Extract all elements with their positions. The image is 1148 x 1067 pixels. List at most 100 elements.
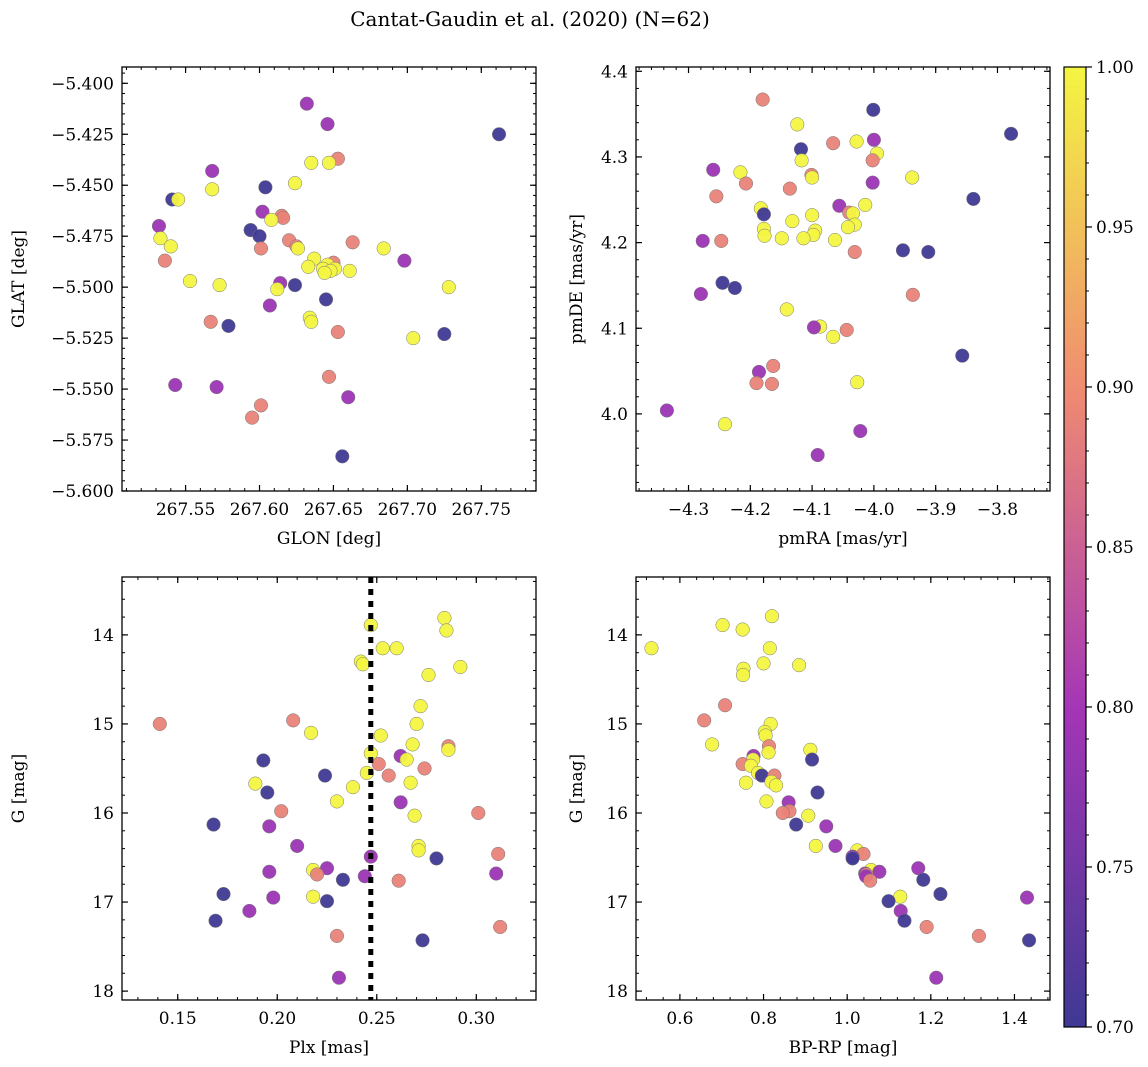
y-tick-label: 4.1 [601, 319, 628, 339]
scatter-point [411, 843, 426, 858]
scatter-point [357, 869, 372, 884]
colorbar: 0.70 0.75 0.80 0.85 0.90 0.95 1.00 [1063, 58, 1134, 1038]
y-tick-label: 17 [606, 893, 628, 913]
colorbar-tick-label: 0.85 [1096, 538, 1134, 558]
y-tick-label: 4.0 [601, 405, 628, 425]
scatter-point [866, 102, 881, 117]
axes-frame [121, 66, 537, 492]
scatter-point [759, 794, 774, 809]
scatter-point [1022, 933, 1037, 948]
scatter-point [695, 233, 710, 248]
scatter-point [287, 176, 303, 191]
scatter-point [794, 153, 809, 168]
axes-frame [121, 576, 537, 1001]
scatter-point [151, 218, 167, 234]
y-tick-label: −5.425 [51, 125, 114, 145]
scatter-point [847, 244, 862, 260]
scatter-point [757, 228, 772, 243]
scatter-point [260, 785, 275, 800]
scatter-point [163, 239, 178, 254]
scatter-point [205, 182, 220, 197]
scatter-point [417, 761, 432, 776]
scatter-point [266, 890, 281, 905]
scatter-point [341, 390, 356, 405]
scatter-point [895, 243, 910, 258]
scatter-point [320, 117, 335, 132]
scatter-point [276, 210, 291, 225]
y-tick-label: 18 [606, 982, 628, 1002]
scatter-point [491, 846, 506, 862]
scatter-point [738, 176, 754, 191]
x-tick-label: 267.65 [304, 500, 363, 520]
x-tick-label: 1.2 [917, 1009, 944, 1029]
scatter-point [933, 886, 948, 902]
scatter-point [644, 641, 659, 656]
scatter-point [441, 742, 456, 757]
x-axis-label: BP-RP [mag] [789, 1038, 898, 1058]
scatter-point [762, 641, 777, 656]
x-tick-label: −4.3 [668, 500, 709, 520]
scatter-point [205, 163, 220, 179]
scatter-point [406, 331, 421, 346]
scatter-point [471, 805, 486, 821]
scatter-point [756, 656, 771, 671]
scatter-point [203, 314, 218, 329]
scatter-point [242, 903, 257, 918]
x-tick-label: 0.30 [457, 1009, 495, 1029]
scatter-point [407, 808, 422, 823]
scatter-point [335, 872, 350, 887]
scatter-point [299, 96, 314, 111]
scatter-point [253, 398, 269, 413]
x-tick-label: 267.55 [156, 500, 215, 520]
y-tick-label: 14 [92, 626, 114, 646]
scatter-panel-bprp-g: 0.6 0.8 1.0 1.2 1.4 14 15 16 17 18 BP-RP [mag] G [m… [567, 576, 1051, 1058]
scatter-point [319, 894, 335, 909]
scatter-point [248, 776, 263, 791]
scatter-point [819, 819, 834, 834]
scatter-point [437, 610, 452, 626]
scatter-point [391, 873, 406, 888]
scatter-point [439, 623, 454, 638]
scatter-point [376, 241, 391, 256]
scatter-point [766, 358, 781, 373]
scatter-point [287, 278, 303, 293]
axes-frame [635, 66, 1051, 492]
y-tick-label: 4.3 [601, 148, 628, 168]
scatter-point [168, 377, 183, 393]
colorbar-tick-label: 0.75 [1096, 858, 1134, 878]
scatter-point [221, 318, 236, 333]
scatter-point [206, 817, 221, 832]
scatter-point [304, 314, 319, 329]
scatter-point [966, 191, 981, 206]
scatter-point [321, 155, 337, 170]
scatter-point [317, 265, 332, 280]
scatter-point [865, 153, 880, 168]
x-tick-label: −4.2 [730, 500, 771, 520]
y-tick-label: 16 [92, 804, 114, 824]
scatter-point [955, 348, 970, 363]
scatter-point [779, 302, 794, 317]
scatter-point [304, 725, 319, 740]
scatter-point [714, 233, 729, 248]
y-tick-label: −5.550 [51, 380, 114, 400]
scatter-point [839, 322, 854, 338]
scatter-point [415, 933, 430, 948]
scatter-point [796, 231, 811, 246]
scatter-point [858, 197, 873, 212]
scatter-point [919, 919, 934, 935]
scatter-point [258, 180, 273, 195]
scatter-point [785, 214, 800, 229]
scatter-point [782, 181, 797, 196]
x-tick-label: −4.1 [791, 500, 832, 520]
colorbar-tick-label: 1.00 [1096, 58, 1134, 78]
scatter-point [810, 447, 825, 463]
scatter-point [801, 808, 816, 823]
scatter-point [216, 886, 231, 902]
scatter-point [789, 817, 804, 832]
scatter-point [355, 657, 370, 672]
y-tick-label: 16 [606, 804, 628, 824]
y-tick-label: 17 [92, 893, 114, 913]
x-axis-label: Plx [mas] [289, 1038, 369, 1058]
scatter-point [310, 867, 325, 882]
scatter-point [849, 134, 864, 149]
